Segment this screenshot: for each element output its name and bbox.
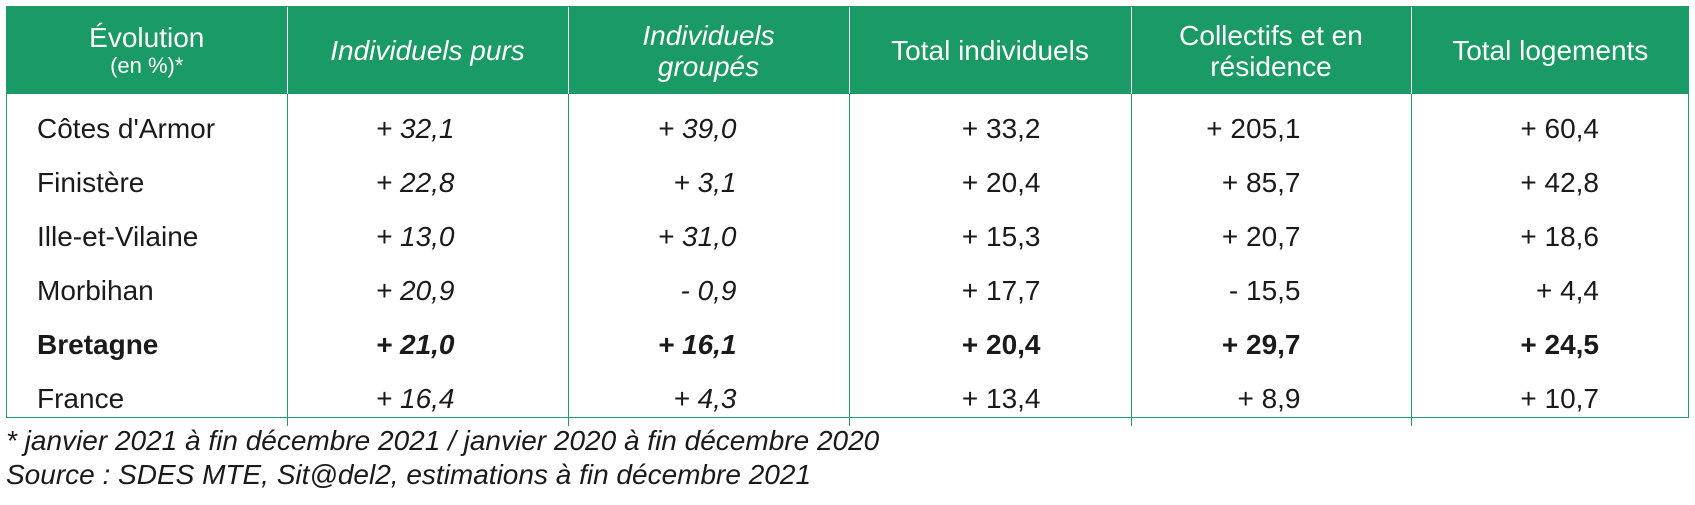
cell-total-logements: + 60,4: [1410, 94, 1689, 156]
table-body: Côtes d'Armor + 32,1 + 39,0 + 33,2 + 205…: [7, 94, 1689, 426]
row-label: Finistère: [37, 167, 145, 198]
header-total-individuels: Total individuels: [848, 7, 1131, 94]
header-individuels-purs: Individuels purs: [286, 7, 568, 94]
cell-individuels-groupes: + 16,1: [567, 318, 849, 372]
table-notes: * janvier 2021 à fin décembre 2021 / jan…: [6, 424, 879, 492]
header-individuels-groupes-line2: groupés: [657, 50, 760, 82]
table-row: Ille-et-Vilaine + 13,0 + 31,0 + 15,3 + 2…: [7, 210, 1689, 264]
cell-total-individuels: + 20,4: [848, 318, 1131, 372]
data-table-container: Évolution (en %)* Individuels purs Indiv…: [6, 6, 1689, 426]
cell-total-individuels: + 17,7: [848, 264, 1131, 318]
cell-individuels-purs: + 32,1: [286, 94, 568, 156]
table-header: Évolution (en %)* Individuels purs Indiv…: [7, 7, 1689, 94]
cell-individuels-groupes: + 39,0: [567, 94, 849, 156]
cell-collectifs: + 85,7: [1130, 156, 1411, 210]
cell-total-individuels: + 20,4: [848, 156, 1131, 210]
cell-total-logements: + 4,4: [1410, 264, 1689, 318]
table-row-bretagne: Bretagne + 21,0 + 16,1 + 20,4 + 29,7 + 2…: [7, 318, 1689, 372]
source-note: Source : SDES MTE, Sit@del2, estimations…: [6, 459, 812, 490]
cell-collectifs: + 20,7: [1130, 210, 1411, 264]
cell-individuels-purs: + 13,0: [286, 210, 568, 264]
cell-individuels-purs: + 20,9: [286, 264, 568, 318]
header-evolution: Évolution (en %)*: [7, 7, 287, 94]
table-row: Morbihan + 20,9 - 0,9 + 17,7 - 15,5 + 4,…: [7, 264, 1689, 318]
table-row: Finistère + 22,8 + 3,1 + 20,4 + 85,7 + 4…: [7, 156, 1689, 210]
row-label: Ille-et-Vilaine: [37, 221, 199, 252]
cell-collectifs: - 15,5: [1130, 264, 1411, 318]
table-row: France + 16,4 + 4,3 + 13,4 + 8,9 + 10,7: [7, 372, 1689, 426]
cell-collectifs: + 8,9: [1130, 372, 1411, 426]
row-label: Côtes d'Armor: [37, 113, 216, 144]
housing-evolution-table: Évolution (en %)* Individuels purs Indiv…: [7, 7, 1689, 426]
cell-total-individuels: + 15,3: [848, 210, 1131, 264]
row-label: Morbihan: [37, 275, 154, 306]
row-label: France: [37, 383, 125, 414]
header-evolution-unit: (en %)*: [110, 53, 184, 78]
header-collectifs-residence: Collectifs et en résidence: [1130, 7, 1411, 94]
header-individuels-groupes: Individuels groupés: [567, 7, 849, 94]
cell-individuels-purs: + 16,4: [286, 372, 568, 426]
cell-total-individuels: + 13,4: [848, 372, 1131, 426]
cell-collectifs: + 29,7: [1130, 318, 1411, 372]
cell-individuels-purs: + 22,8: [286, 156, 568, 210]
cell-total-individuels: + 33,2: [848, 94, 1131, 156]
row-label: Bretagne: [37, 329, 159, 360]
footnote: * janvier 2021 à fin décembre 2021 / jan…: [6, 425, 880, 456]
header-row: Évolution (en %)* Individuels purs Indiv…: [7, 7, 1689, 94]
cell-individuels-groupes: - 0,9: [567, 264, 849, 318]
header-individuels-groupes-line1: Individuels: [642, 19, 775, 51]
cell-collectifs: + 205,1: [1130, 94, 1411, 156]
header-collectifs-line2: résidence: [1210, 50, 1332, 82]
cell-total-logements: + 10,7: [1410, 372, 1689, 426]
cell-total-logements: + 18,6: [1410, 210, 1689, 264]
header-collectifs-line1: Collectifs et en: [1179, 19, 1363, 51]
cell-total-logements: + 24,5: [1410, 318, 1689, 372]
cell-individuels-groupes: + 4,3: [567, 372, 849, 426]
cell-individuels-purs: + 21,0: [286, 318, 568, 372]
table-row: Côtes d'Armor + 32,1 + 39,0 + 33,2 + 205…: [7, 94, 1689, 156]
cell-individuels-groupes: + 3,1: [567, 156, 849, 210]
header-evolution-line1: Évolution: [89, 22, 205, 53]
cell-individuels-groupes: + 31,0: [567, 210, 849, 264]
cell-total-logements: + 42,8: [1410, 156, 1689, 210]
header-total-logements: Total logements: [1410, 7, 1689, 94]
